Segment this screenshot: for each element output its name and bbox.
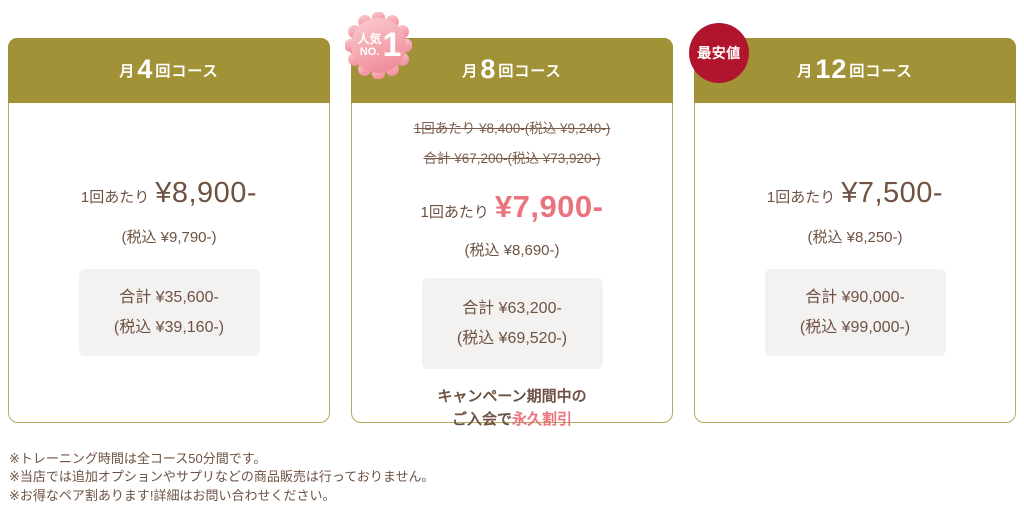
- card-body: 1回あたり ¥7,500- (税込 ¥8,250-) 合計 ¥90,000- (…: [695, 103, 1015, 357]
- old-total-price: 合計 ¥67,200-(税込 ¥73,920-): [423, 151, 601, 166]
- badge-text: 人気 NO. 1: [345, 12, 412, 79]
- scalloped-seal-icon: [345, 12, 412, 79]
- total-price: 合計 ¥63,200-: [462, 300, 562, 317]
- total-price-box: 合計 ¥63,200- (税込 ¥69,520-): [421, 278, 603, 370]
- badge-number: 1: [382, 26, 402, 65]
- campaign-highlight: 永久割引: [511, 411, 572, 429]
- per-session-price-row: 1回あたり ¥8,900-: [81, 177, 257, 210]
- footnote-training-time: ※トレーニング時間は全コース50分間です。: [9, 451, 267, 466]
- campaign-line1: キャンペーン期間中の: [437, 388, 587, 406]
- course-name-suffix: 回コース: [849, 63, 913, 80]
- total-price-tax: (税込 ¥39,160-): [113, 318, 225, 336]
- total-price-box: 合計 ¥90,000- (税込 ¥99,000-): [764, 269, 946, 357]
- popularity-no1-badge: 人気 NO. 1: [345, 12, 412, 79]
- course-count: 12: [815, 54, 848, 84]
- course-name-suffix: 回コース: [155, 63, 219, 80]
- tax-included-note: (税込 ¥8,250-): [807, 229, 903, 246]
- card-body: 1回あたり ¥8,900- (税込 ¥9,790-) 合計 ¥35,600- (…: [9, 103, 329, 357]
- campaign-line2: ご入会で永久割引: [437, 408, 586, 431]
- price-value: ¥7,900-: [494, 189, 604, 224]
- course-count: 8: [480, 54, 497, 84]
- lowest-price-badge: 最安値: [689, 23, 749, 83]
- card-body: 1回あたり ¥8,400-(税込 ¥9,240-) 合計 ¥67,200-(税込…: [352, 103, 672, 432]
- pricing-card-monthly-12: 最安値 月 12 回コース 1回あたり ¥7,500- (税込 ¥8,250-) 合…: [689, 23, 1016, 423]
- campaign-note: キャンペーン期間中の ご入会で永久割引: [437, 385, 586, 432]
- footnote-pair-discount: ※お得なペア割あります!詳細はお問い合わせください。: [9, 487, 336, 503]
- total-price: 合計 ¥90,000-: [805, 289, 905, 306]
- pricing-card-monthly-4: 月 4 回コース 1回あたり ¥8,900- (税込 ¥9,790-) 合計 ¥35…: [8, 38, 330, 423]
- total-price-tax: (税込 ¥69,520-): [456, 329, 568, 347]
- total-price-tax: (税込 ¥99,000-): [799, 318, 911, 336]
- per-session-price-row: 1回あたり ¥7,500-: [767, 177, 943, 210]
- per-session-price-row: 1回あたり ¥7,900-: [421, 189, 604, 225]
- total-price: 合計 ¥35,600-: [119, 289, 219, 306]
- old-per-session-price: 1回あたり ¥8,400-(税込 ¥9,240-): [413, 121, 611, 136]
- card-header-monthly-4: 月 4 回コース: [8, 38, 330, 103]
- tax-included-note: (税込 ¥8,690-): [464, 242, 560, 259]
- price-label: 1回あたり: [420, 204, 489, 221]
- price-value: ¥8,900-: [155, 177, 258, 209]
- badge-label: 最安値: [697, 45, 741, 61]
- tax-included-note: (税込 ¥9,790-): [121, 229, 217, 246]
- price-value: ¥7,500-: [841, 177, 944, 209]
- pricing-card-monthly-8: 人気 NO. 1 月 8 回コース 1回あたり ¥8,400-(税込 ¥9,240-…: [345, 12, 673, 428]
- badge-line2: NO.: [359, 46, 380, 59]
- footnote-no-product-sales: ※当店では追加オプションやサプリなどの商品販売は行っておりません。: [9, 469, 435, 485]
- course-name-prefix: 月: [797, 63, 814, 80]
- course-count: 4: [137, 54, 154, 84]
- campaign-line2-prefix: ご入会で: [451, 411, 512, 429]
- price-label: 1回あたり: [80, 189, 150, 206]
- badge-line1: 人気: [357, 31, 382, 46]
- course-name-prefix: 月: [119, 63, 136, 80]
- pricing-cards-row: 月 4 回コース 1回あたり ¥8,900- (税込 ¥9,790-) 合計 ¥35…: [8, 12, 1016, 428]
- course-name-prefix: 月: [462, 63, 479, 80]
- course-name-suffix: 回コース: [498, 63, 562, 80]
- price-label: 1回あたり: [766, 189, 836, 206]
- card-header-monthly-12: 月 12 回コース: [694, 38, 1016, 103]
- total-price-box: 合計 ¥35,600- (税込 ¥39,160-): [78, 269, 260, 357]
- footnotes: ※トレーニング時間は全コース50分間です。 ※当店では追加オプションやサプリなど…: [9, 450, 1024, 505]
